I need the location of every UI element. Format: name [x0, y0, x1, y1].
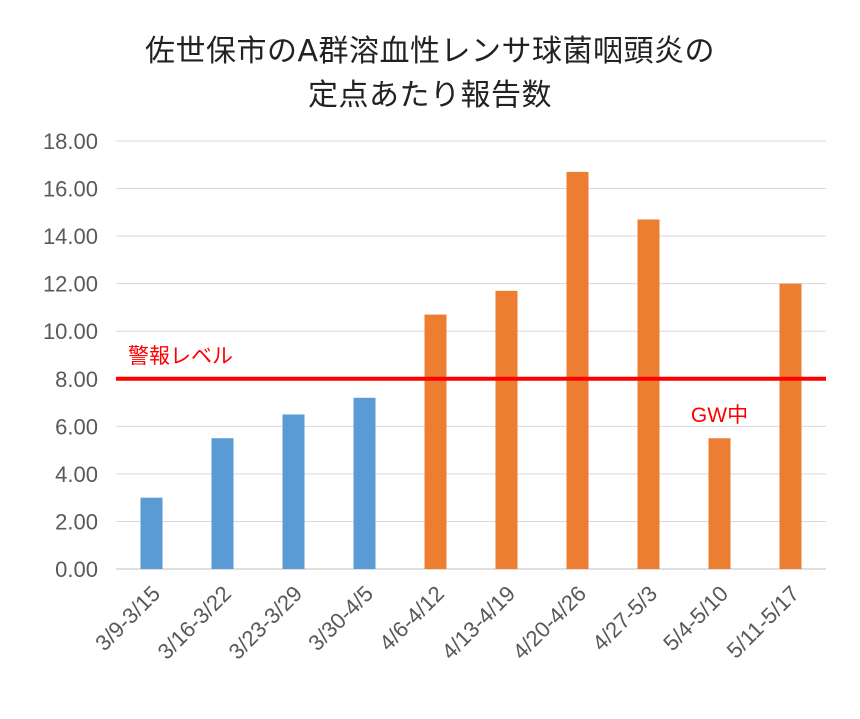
x-tick-label: 3/23-3/29	[224, 581, 307, 664]
y-tick-label: 14.00	[43, 224, 98, 249]
reference-line-label: 警報レベル	[128, 345, 233, 368]
bar	[424, 314, 447, 569]
y-tick-label: 18.00	[43, 129, 98, 154]
bar	[637, 219, 660, 569]
bar	[495, 290, 518, 569]
bar	[353, 397, 376, 569]
x-tick-label: 5/11-5/17	[722, 581, 804, 663]
bar	[708, 438, 731, 569]
x-tick-label: 4/27-5/3	[587, 581, 662, 656]
chart-title-line-2: 定点あたり報告数	[308, 78, 552, 113]
y-tick-label: 8.00	[55, 367, 98, 392]
annotations: GW中	[691, 404, 748, 427]
y-tick-label: 10.00	[43, 319, 98, 344]
reference-line-group: 警報レベル	[116, 345, 826, 381]
y-tick-label: 4.00	[55, 462, 98, 487]
y-tick-label: 16.00	[43, 177, 98, 202]
x-tick-label: 3/16-3/22	[153, 581, 236, 664]
x-tick-label: 4/13-4/19	[437, 581, 520, 664]
bar	[566, 171, 589, 569]
y-tick-label: 6.00	[55, 414, 98, 439]
x-tick-label: 3/30-4/5	[303, 581, 378, 656]
bar	[282, 414, 305, 569]
bar	[211, 438, 234, 569]
x-tick-label: 4/20-4/26	[508, 581, 591, 664]
y-tick-label: 12.00	[43, 272, 98, 297]
bar	[779, 283, 802, 569]
y-axis-ticks: 0.00 2.00 4.00 6.00 8.00 10.00 12.00 14.00 16.00…	[43, 129, 98, 582]
annotation-label: GW中	[691, 404, 748, 427]
bar	[140, 497, 163, 569]
y-tick-label: 2.00	[55, 509, 98, 534]
chart-title-line-1: 佐世保市のA群溶血性レンサ球菌咽頭炎の	[144, 34, 716, 69]
x-axis-ticks: 3/9-3/153/16-3/223/23-3/293/30-4/54/6-4/…	[90, 581, 804, 664]
bars	[140, 171, 802, 569]
y-tick-label: 0.00	[55, 557, 98, 582]
